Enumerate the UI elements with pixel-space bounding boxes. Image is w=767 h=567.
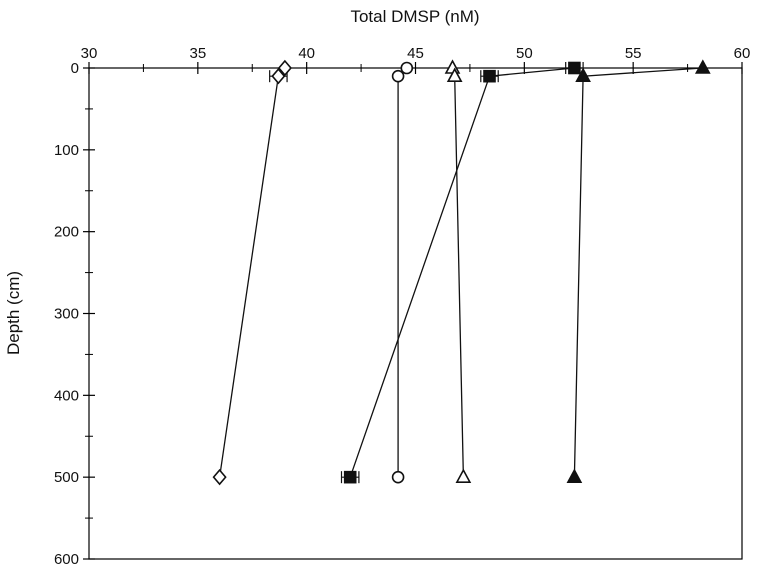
diamond-marker (212, 468, 227, 486)
x-tick-label: 40 (298, 45, 315, 62)
series-line (451, 67, 465, 478)
diamond-marker (277, 59, 292, 77)
data-points (212, 59, 711, 486)
square-marker (343, 470, 357, 484)
triangle-marker (575, 67, 591, 82)
circle-marker (391, 69, 405, 83)
series-line (218, 67, 286, 478)
triangle-marker (446, 67, 463, 82)
error-bars (269, 62, 584, 484)
y-tick-label: 300 (54, 306, 79, 323)
x-tick-label: 50 (516, 45, 533, 62)
y-tick-label: 100 (54, 142, 79, 159)
y-tick-label: 600 (54, 551, 79, 567)
series-line (397, 67, 408, 478)
y-tick-label: 400 (54, 387, 79, 404)
series-lines (218, 67, 703, 478)
circle-marker (400, 61, 414, 75)
triangle-marker (694, 59, 711, 74)
x-tick-label: 55 (625, 45, 642, 62)
y-axis-title: Depth (cm) (4, 271, 23, 355)
y-tick-label: 200 (54, 224, 79, 241)
triangle-marker (566, 468, 583, 483)
x-axis-title: Total DMSP (nM) (350, 7, 479, 26)
diamond-marker (271, 67, 286, 85)
y-tick-label: 500 (54, 469, 79, 486)
square-marker (568, 61, 581, 75)
plot-frame (88, 67, 743, 560)
x-tick-label: 30 (81, 45, 98, 62)
triangle-marker (455, 468, 472, 483)
triangle-marker (444, 59, 461, 74)
x-tick-label: 60 (734, 45, 751, 62)
x-tick-label: 45 (407, 45, 424, 62)
series-line (573, 67, 703, 478)
x-tick-label: 35 (189, 45, 206, 62)
square-marker (483, 69, 496, 83)
y-tick-label: 0 (71, 60, 79, 77)
circle-marker (391, 470, 405, 484)
